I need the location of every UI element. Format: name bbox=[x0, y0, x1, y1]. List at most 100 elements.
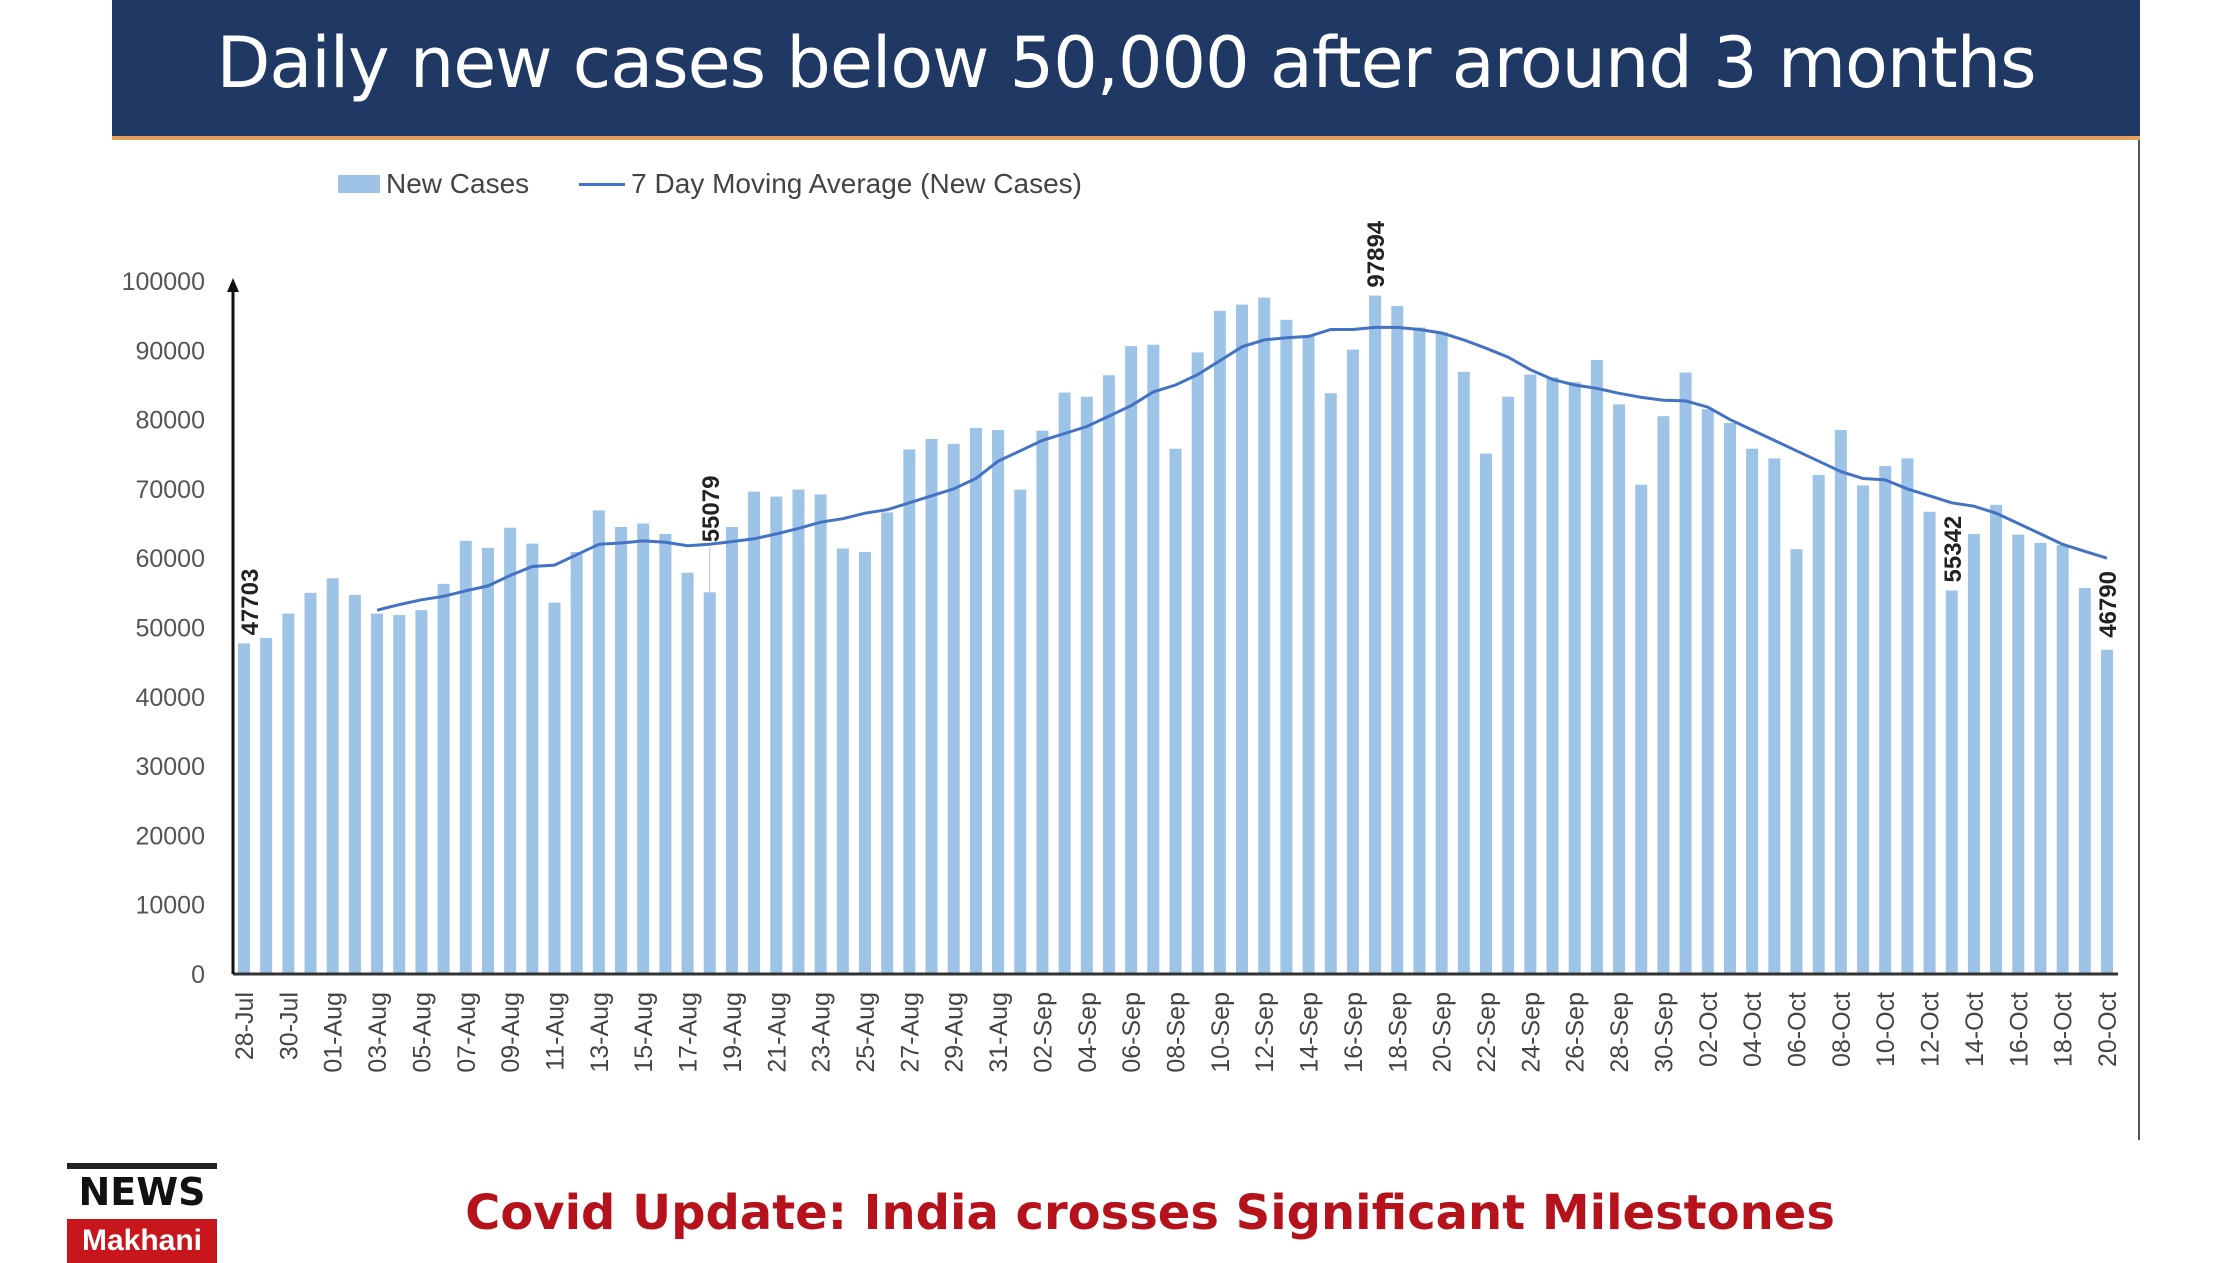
bar-12-Oct bbox=[1923, 511, 1936, 974]
bar-11-Aug bbox=[548, 602, 561, 974]
x-tick-label: 30-Sep bbox=[1650, 992, 1678, 1073]
logo-bottom-text: Makhani bbox=[67, 1219, 217, 1263]
x-tick-label: 14-Oct bbox=[1961, 992, 1989, 1067]
bar-18-Oct bbox=[2056, 545, 2069, 974]
bar-29-Aug bbox=[947, 443, 960, 975]
x-tick-label: 07-Aug bbox=[453, 992, 481, 1073]
x-tick-label: 29-Aug bbox=[941, 992, 969, 1073]
bar-15-Aug bbox=[637, 523, 650, 974]
x-tick-label: 10-Sep bbox=[1207, 992, 1235, 1073]
bar-21-Sep bbox=[1457, 371, 1470, 975]
bar-17-Sep bbox=[1369, 295, 1382, 974]
x-tick-label: 03-Aug bbox=[364, 992, 392, 1073]
x-tick-label: 28-Sep bbox=[1606, 992, 1634, 1073]
bar-06-Sep bbox=[1125, 346, 1138, 975]
bar-06-Aug bbox=[437, 583, 450, 974]
x-tick-label: 04-Oct bbox=[1739, 992, 1767, 1067]
bar-27-Aug bbox=[903, 449, 916, 974]
bar-25-Aug bbox=[859, 551, 871, 974]
frame-border bbox=[2138, 140, 2140, 1140]
bar-30-Jul bbox=[282, 613, 295, 974]
bar-14-Sep bbox=[1302, 335, 1315, 974]
legend-swatch-line bbox=[579, 182, 626, 186]
bar-16-Aug bbox=[659, 533, 672, 974]
x-tick-label: 18-Sep bbox=[1384, 992, 1412, 1073]
bar-20-Aug bbox=[748, 491, 761, 974]
bar-01-Oct bbox=[1679, 372, 1692, 974]
x-tick-label: 09-Aug bbox=[497, 992, 525, 1073]
x-tick-label: 08-Oct bbox=[1828, 992, 1856, 1067]
bar-28-Jul bbox=[238, 643, 250, 974]
x-tick-label: 01-Aug bbox=[320, 992, 348, 1073]
bar-25-Sep bbox=[1546, 377, 1559, 974]
bar-16-Sep bbox=[1346, 349, 1359, 974]
bar-09-Oct bbox=[1857, 485, 1870, 974]
bar-04-Aug bbox=[393, 615, 406, 974]
legend-label: 7 Day Moving Average (New Cases) bbox=[631, 168, 1082, 199]
y-tick-label: 100000 bbox=[122, 268, 205, 296]
x-tick-label: 11-Aug bbox=[542, 992, 570, 1071]
legend-swatch-bar bbox=[338, 175, 380, 193]
bar-02-Aug bbox=[348, 594, 361, 974]
x-tick-label: 12-Oct bbox=[1917, 992, 1945, 1067]
x-tick-label: 20-Oct bbox=[2094, 992, 2122, 1067]
bar-18-Aug bbox=[703, 592, 716, 974]
bar-24-Aug bbox=[836, 548, 849, 974]
bar-02-Sep bbox=[1036, 430, 1049, 974]
bar-19-Sep bbox=[1413, 327, 1426, 974]
bar-12-Sep bbox=[1258, 297, 1271, 975]
caption: Covid Update: India crosses Significant … bbox=[465, 1185, 1835, 1241]
bar-07-Oct bbox=[1812, 475, 1825, 974]
bar-30-Sep bbox=[1657, 416, 1670, 974]
y-tick-label: 20000 bbox=[135, 822, 205, 850]
bar-08-Aug bbox=[481, 547, 494, 974]
bar-02-Oct bbox=[1701, 409, 1714, 975]
y-tick-label: 80000 bbox=[135, 407, 205, 435]
bar-14-Oct bbox=[1967, 533, 1980, 974]
bar-10-Sep bbox=[1213, 310, 1226, 974]
bar-22-Sep bbox=[1480, 453, 1492, 974]
bar-04-Sep bbox=[1080, 396, 1093, 975]
bar-14-Aug bbox=[615, 527, 628, 974]
bar-05-Oct bbox=[1768, 458, 1781, 975]
bar-30-Aug bbox=[969, 427, 982, 974]
bar-27-Sep bbox=[1590, 360, 1603, 974]
bar-13-Aug bbox=[592, 510, 605, 974]
bar-17-Aug bbox=[681, 572, 694, 974]
data-label: 47703 bbox=[237, 569, 264, 636]
bar-03-Oct bbox=[1723, 423, 1736, 974]
legend: New Cases 7 Day Moving Average (New Case… bbox=[338, 168, 1082, 200]
data-label: 55342 bbox=[1940, 516, 1967, 583]
x-tick-label: 08-Sep bbox=[1163, 992, 1191, 1073]
bar-19-Oct bbox=[2078, 587, 2091, 974]
x-tick-label: 21-Aug bbox=[763, 992, 791, 1073]
bar-09-Aug bbox=[504, 527, 517, 974]
y-tick-label: 70000 bbox=[135, 476, 205, 504]
x-tick-label: 20-Sep bbox=[1429, 992, 1457, 1073]
bar-17-Oct bbox=[2034, 542, 2047, 974]
x-tick-label: 10-Oct bbox=[1872, 992, 1900, 1067]
bar-13-Oct bbox=[1945, 590, 1958, 974]
bar-28-Sep bbox=[1613, 404, 1626, 974]
x-tick-label: 25-Aug bbox=[852, 992, 880, 1073]
bar-20-Sep bbox=[1435, 332, 1448, 975]
bar-03-Aug bbox=[371, 613, 384, 974]
chart-plot: 0 10000 20000 30000 40000 50000 60000 70000 8000… bbox=[122, 220, 2122, 1073]
x-tick-label: 16-Oct bbox=[2005, 992, 2033, 1067]
y-tick-label: 10000 bbox=[135, 892, 205, 920]
y-tick-label: 90000 bbox=[135, 337, 205, 365]
bar-10-Aug bbox=[526, 543, 539, 974]
data-label: 97894 bbox=[1363, 220, 1390, 287]
bar-08-Oct bbox=[1834, 429, 1847, 974]
x-tick-label: 31-Aug bbox=[985, 992, 1013, 1073]
bar-11-Oct bbox=[1901, 458, 1914, 975]
bar-26-Aug bbox=[881, 512, 894, 974]
bar-20-Oct bbox=[2101, 649, 2113, 974]
x-tick-label: 24-Sep bbox=[1517, 992, 1545, 1073]
y-tick-label: 60000 bbox=[135, 545, 205, 573]
x-tick-label: 06-Oct bbox=[1784, 992, 1812, 1067]
x-tick-label: 26-Sep bbox=[1562, 992, 1590, 1073]
bar-29-Jul bbox=[260, 637, 273, 974]
x-tick-label: 05-Aug bbox=[408, 992, 436, 1073]
bar-07-Sep bbox=[1147, 344, 1160, 975]
